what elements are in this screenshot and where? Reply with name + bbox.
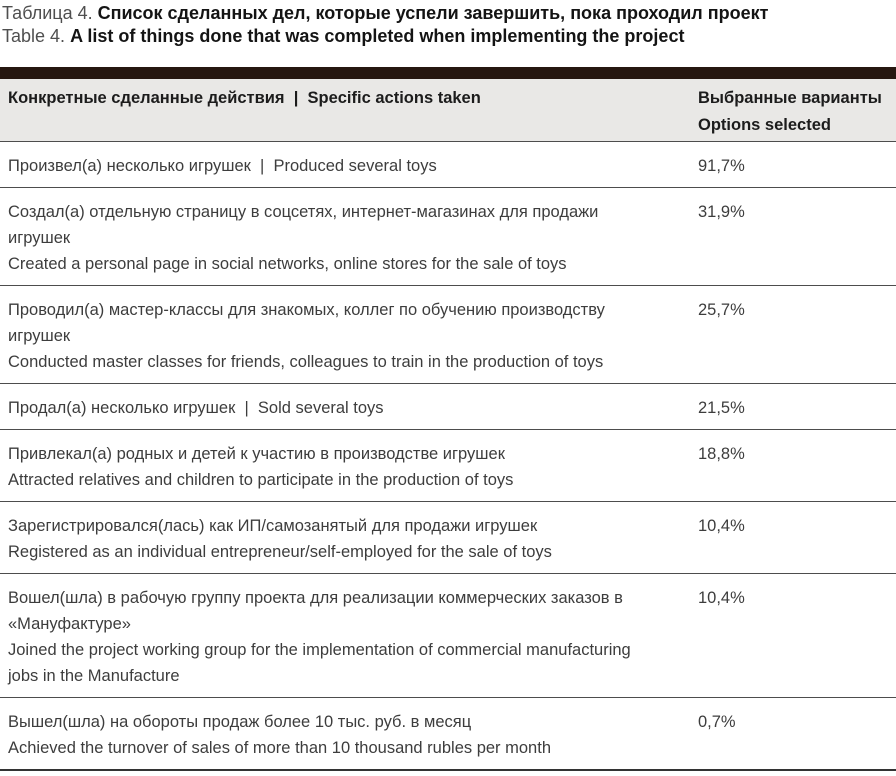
table-caption: Таблица 4. Список сделанных дел, которые…: [0, 0, 896, 48]
action-cell: Продал(а) несколько игрушек | Sold sever…: [0, 383, 697, 430]
action-text-ru: Привлекал(а) родных и детей к участию в …: [8, 445, 505, 463]
action-cell: Вошел(шла) в рабочую группу проекта для …: [0, 573, 697, 698]
action-cell: Создал(а) отдельную страницу в соцсетях,…: [0, 187, 697, 286]
percent-cell: 0,7%: [697, 697, 896, 771]
caption-line-ru: Таблица 4. Список сделанных дел, которые…: [2, 2, 894, 25]
header-row: Конкретные сделанные действия | Specific…: [0, 79, 896, 142]
action-cell: Вышел(шла) на обороты продаж более 10 ты…: [0, 697, 697, 771]
header-actions-label: Конкретные сделанные действия | Specific…: [8, 89, 481, 107]
header-options-label-en: Options selected: [698, 116, 831, 134]
action-text-en: Created a personal page in social networ…: [8, 255, 567, 273]
header-options-label-ru: Выбранные варианты: [698, 89, 882, 107]
percent-cell: 25,7%: [697, 285, 896, 384]
table-row: Зарегистрировался(лась) как ИП/самозанят…: [0, 501, 896, 574]
table-row: Создал(а) отдельную страницу в соцсетях,…: [0, 187, 896, 286]
table-top-accent-bar: [0, 67, 896, 79]
table-body: Произвел(а) несколько игрушек | Produced…: [0, 141, 896, 771]
action-cell: Проводил(а) мастер-классы для знакомых, …: [0, 285, 697, 384]
action-text-en: Joined the project working group for the…: [8, 641, 631, 685]
action-text-en: Conducted master classes for friends, co…: [8, 353, 604, 371]
header-cell-options: Выбранные варианты Options selected: [697, 79, 896, 142]
table-header: Конкретные сделанные действия | Specific…: [0, 79, 896, 142]
results-table: Конкретные сделанные действия | Specific…: [0, 79, 896, 771]
action-text-ru: Произвел(а) несколько игрушек | Produced…: [8, 157, 437, 175]
table-row: Произвел(а) несколько игрушек | Produced…: [0, 141, 896, 188]
caption-label-ru: Таблица 4.: [2, 3, 93, 23]
action-text-en: Registered as an individual entrepreneur…: [8, 543, 552, 561]
action-text-ru: Вышел(шла) на обороты продаж более 10 ты…: [8, 713, 472, 731]
action-text-ru: Проводил(а) мастер-классы для знакомых, …: [8, 301, 605, 345]
action-cell: Зарегистрировался(лась) как ИП/самозанят…: [0, 501, 697, 574]
percent-cell: 10,4%: [697, 501, 896, 574]
percent-cell: 91,7%: [697, 141, 896, 188]
table-row: Привлекал(а) родных и детей к участию в …: [0, 429, 896, 502]
action-text-en: Achieved the turnover of sales of more t…: [8, 739, 551, 757]
action-text-en: Attracted relatives and children to part…: [8, 471, 514, 489]
percent-cell: 10,4%: [697, 573, 896, 698]
percent-cell: 21,5%: [697, 383, 896, 430]
action-cell: Произвел(а) несколько игрушек | Produced…: [0, 141, 697, 188]
action-cell: Привлекал(а) родных и детей к участию в …: [0, 429, 697, 502]
caption-line-en: Table 4. A list of things done that was …: [2, 25, 894, 48]
table-row: Проводил(а) мастер-классы для знакомых, …: [0, 285, 896, 384]
header-cell-actions: Конкретные сделанные действия | Specific…: [0, 79, 697, 142]
caption-title-en: A list of things done that was completed…: [70, 26, 685, 46]
action-text-ru: Вошел(шла) в рабочую группу проекта для …: [8, 589, 623, 633]
percent-cell: 31,9%: [697, 187, 896, 286]
action-text-ru: Зарегистрировался(лась) как ИП/самозанят…: [8, 517, 538, 535]
caption-title-ru: Список сделанных дел, которые успели зав…: [97, 3, 769, 23]
table-row: Вышел(шла) на обороты продаж более 10 ты…: [0, 697, 896, 771]
caption-label-en: Table 4.: [2, 26, 66, 46]
action-text-ru: Продал(а) несколько игрушек | Sold sever…: [8, 399, 384, 417]
table-row: Вошел(шла) в рабочую группу проекта для …: [0, 573, 896, 698]
percent-cell: 18,8%: [697, 429, 896, 502]
table-row: Продал(а) несколько игрушек | Sold sever…: [0, 383, 896, 430]
action-text-ru: Создал(а) отдельную страницу в соцсетях,…: [8, 203, 599, 247]
